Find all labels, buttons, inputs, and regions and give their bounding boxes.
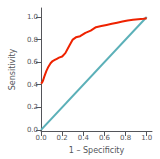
- svg-text:1.0: 1.0: [141, 134, 152, 142]
- svg-text:0.6: 0.6: [27, 58, 39, 66]
- svg-text:0.2: 0.2: [27, 103, 38, 111]
- svg-text:1.0: 1.0: [27, 13, 38, 21]
- svg-text:0.4: 0.4: [78, 134, 90, 142]
- svg-text:Sensitivity: Sensitivity: [8, 48, 17, 90]
- svg-text:0.2: 0.2: [57, 134, 68, 142]
- svg-text:0.0: 0.0: [26, 125, 38, 134]
- svg-text:0.8: 0.8: [120, 134, 131, 142]
- svg-text:0.0: 0.0: [35, 134, 46, 142]
- svg-text:0.4: 0.4: [27, 81, 39, 89]
- svg-text:1 – Specificity: 1 – Specificity: [69, 146, 125, 155]
- svg-text:0.6: 0.6: [99, 134, 111, 142]
- svg-text:0.8: 0.8: [27, 36, 38, 44]
